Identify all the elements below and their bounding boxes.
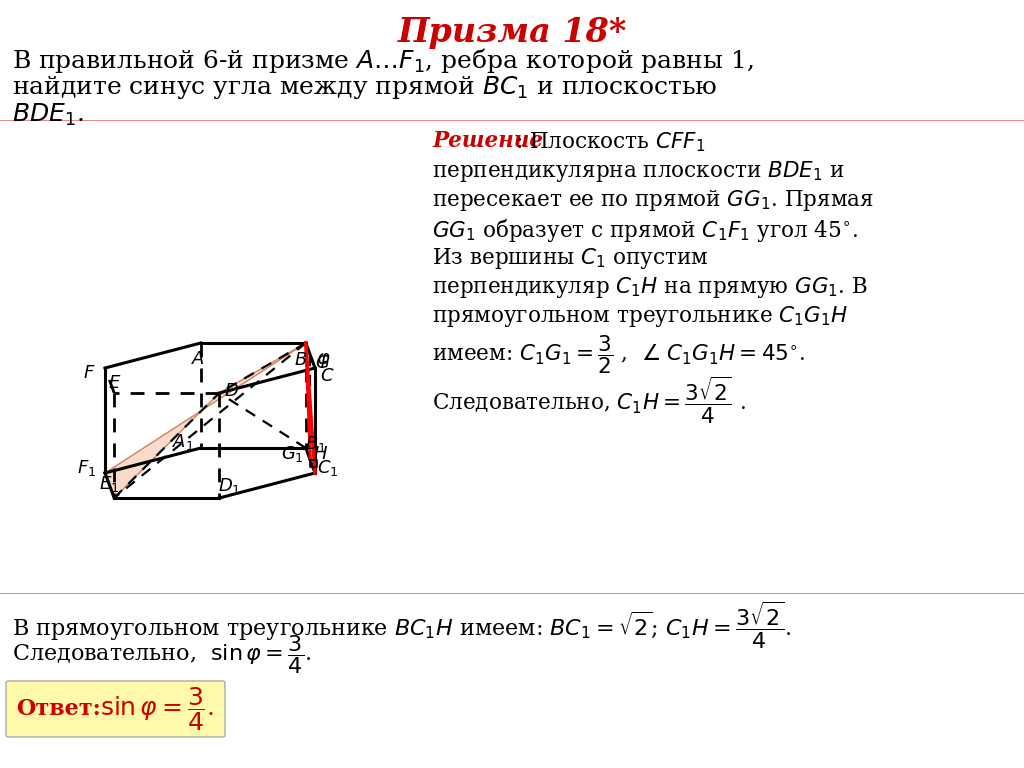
- Text: $\varphi$: $\varphi$: [316, 352, 331, 370]
- FancyBboxPatch shape: [6, 681, 225, 737]
- Text: $A$: $A$: [190, 350, 205, 368]
- Text: В правильной 6-й призме $A\ldots F_1$, ребра которой равны 1,: В правильной 6-й призме $A\ldots F_1$, р…: [12, 46, 754, 75]
- Text: В прямоугольном треугольнике $BC_1H$ имеем: $BC_1 = \sqrt{2}$; $C_1H = \dfrac{3\: В прямоугольном треугольнике $BC_1H$ име…: [12, 600, 792, 651]
- Text: прямоугольном треугольнике $C_1G_1H$: прямоугольном треугольнике $C_1G_1H$: [432, 304, 848, 329]
- Text: $C$: $C$: [319, 367, 334, 385]
- Polygon shape: [105, 343, 306, 498]
- Text: $A_1$: $A_1$: [172, 432, 194, 452]
- Text: $F$: $F$: [83, 364, 95, 382]
- Text: $D_1$: $D_1$: [218, 476, 241, 496]
- Text: $E$: $E$: [108, 374, 121, 392]
- Text: $F_1$: $F_1$: [78, 458, 96, 478]
- Text: $B$: $B$: [294, 351, 307, 369]
- Text: Из вершины $C_1$ опустим: Из вершины $C_1$ опустим: [432, 246, 709, 271]
- Text: $B_1$: $B_1$: [305, 434, 327, 454]
- Text: $\sin\varphi = \dfrac{3}{4}$.: $\sin\varphi = \dfrac{3}{4}$.: [100, 685, 214, 733]
- Text: Следовательно,  $\sin\varphi = \dfrac{3}{4}$.: Следовательно, $\sin\varphi = \dfrac{3}{…: [12, 633, 311, 676]
- Text: Ответ:: Ответ:: [16, 698, 100, 720]
- Text: $GG_1$ образует с прямой $C_1F_1$ угол 45$^{\circ}$.: $GG_1$ образует с прямой $C_1F_1$ угол 4…: [432, 217, 858, 244]
- Text: Решение: Решение: [432, 130, 543, 152]
- Text: Призма 18*: Призма 18*: [397, 16, 627, 49]
- Text: найдите синус угла между прямой $\mathit{BC_1}$ и плоскостью: найдите синус угла между прямой $\mathit…: [12, 74, 718, 101]
- Text: : Плоскость $CFF_1$: : Плоскость $CFF_1$: [515, 130, 706, 154]
- Text: перпендикуляр $C_1H$ на прямую $GG_1$. В: перпендикуляр $C_1H$ на прямую $GG_1$. В: [432, 275, 868, 300]
- Text: имеем: $C_1G_1 = \dfrac{3}{2}$ ,  $\angle \; C_1G_1H = 45^{\circ}$.: имеем: $C_1G_1 = \dfrac{3}{2}$ , $\angle…: [432, 333, 806, 376]
- Text: $E_1$: $E_1$: [99, 474, 120, 494]
- Text: $G$: $G$: [315, 355, 330, 372]
- Text: Следовательно, $C_1H = \dfrac{3\sqrt{2}}{4}$ .: Следовательно, $C_1H = \dfrac{3\sqrt{2}}…: [432, 375, 745, 426]
- Text: $\mathit{BDE_1}$.: $\mathit{BDE_1}$.: [12, 102, 84, 128]
- Text: $D$: $D$: [223, 382, 239, 400]
- Text: $C_1$: $C_1$: [317, 458, 339, 478]
- Text: перпендикулярна плоскости $BDE_1$ и: перпендикулярна плоскости $BDE_1$ и: [432, 159, 845, 184]
- Text: $G_1$: $G_1$: [281, 445, 304, 465]
- Text: $H$: $H$: [313, 445, 328, 464]
- Text: пересекает ее по прямой $GG_1$. Прямая: пересекает ее по прямой $GG_1$. Прямая: [432, 188, 874, 213]
